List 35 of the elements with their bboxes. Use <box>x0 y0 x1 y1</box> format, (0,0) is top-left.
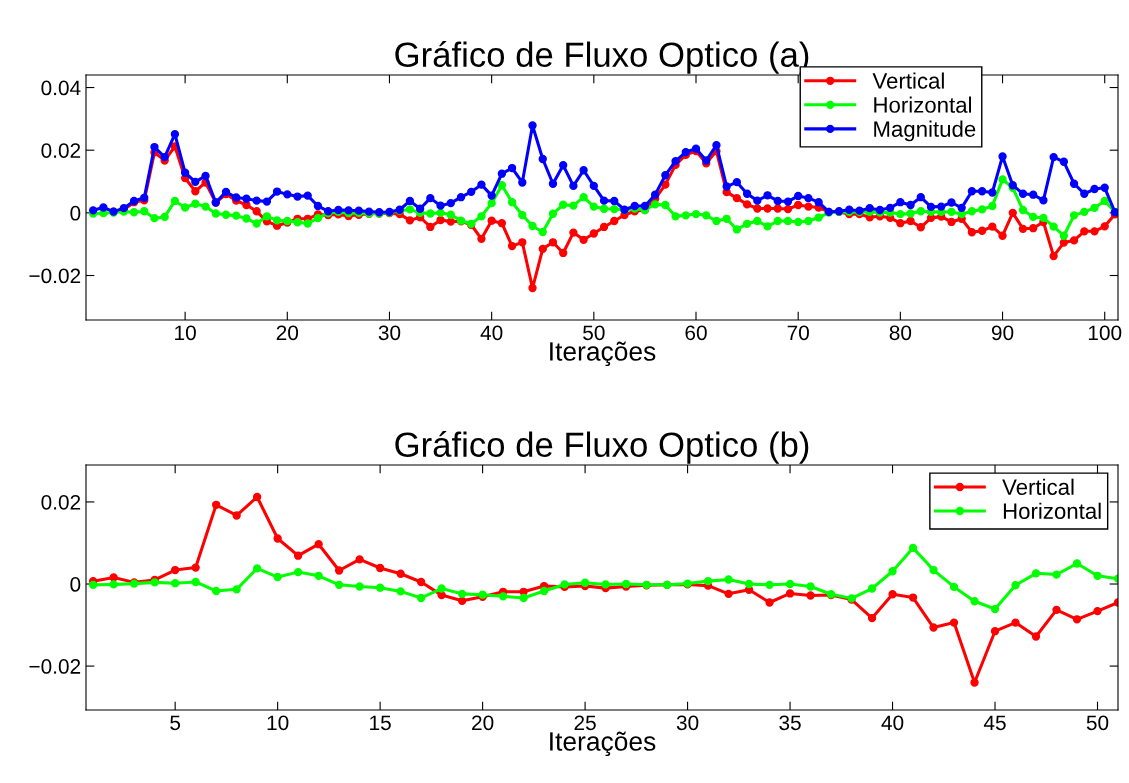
x-tick-label: 15 <box>370 715 391 731</box>
y-tick-label: 0 <box>70 205 81 221</box>
y-tick-label: −0.02 <box>29 659 81 674</box>
y-tick-label: 0.04 <box>41 80 81 96</box>
x-tick-label: 20 <box>472 715 494 731</box>
legend-label: Vertical <box>872 72 944 89</box>
x-tick-label: 45 <box>983 715 1006 731</box>
x-tick-label: 25 <box>574 715 596 731</box>
legend-label: Vertical <box>1002 478 1074 495</box>
x-axis-title: Iterações <box>550 731 656 757</box>
x-tick-label: 40 <box>480 325 503 341</box>
x-tick-label: 50 <box>1086 715 1109 731</box>
x-tick-label: 20 <box>276 325 299 341</box>
x-tick-label: 50 <box>583 325 605 341</box>
x-tick-label: 60 <box>685 325 707 341</box>
legend-label: Magnitude <box>874 120 976 142</box>
x-tick-label: 30 <box>676 715 699 731</box>
x-tick-label: 10 <box>267 715 289 731</box>
chart-title: Gráfico de Fluxo Optico (b) <box>395 431 809 464</box>
y-tick-label: 0 <box>70 577 81 592</box>
x-tick-label: 30 <box>378 325 401 341</box>
x-axis-title: Iterações <box>550 341 656 367</box>
x-tick-label: 40 <box>881 715 904 731</box>
x-tick-label: 10 <box>175 325 196 341</box>
x-tick-label: 100 <box>1088 325 1122 341</box>
x-tick-label: 90 <box>991 325 1014 341</box>
y-tick-label: 0.02 <box>41 494 81 510</box>
legend-label: Horizontal <box>1003 502 1101 520</box>
x-tick-label: 80 <box>889 325 912 341</box>
legend-label: Horizontal <box>874 96 972 113</box>
x-tick-label: 70 <box>787 325 809 341</box>
y-tick-label: −0.02 <box>29 268 81 284</box>
x-tick-label: 35 <box>779 715 801 731</box>
y-tick-label: 0.02 <box>41 143 81 158</box>
x-tick-label: 5 <box>170 715 181 731</box>
